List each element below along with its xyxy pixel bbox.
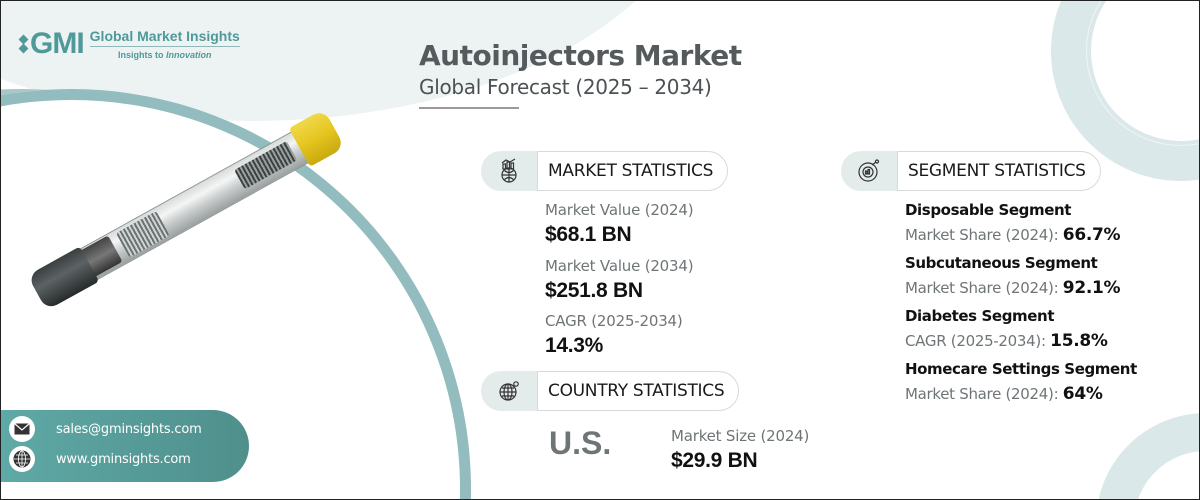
chart-globe-icon bbox=[481, 151, 537, 191]
contact-panel: sales@gminsights.com www.gminsights.com bbox=[1, 410, 249, 482]
title-divider bbox=[419, 107, 519, 109]
page-title: Autoinjectors Market bbox=[419, 39, 742, 72]
country-market-size-label: Market Size (2024) bbox=[671, 427, 810, 445]
brand-name: Global Market Insights bbox=[89, 28, 240, 47]
market-value-2034: $251.8 BN bbox=[545, 279, 643, 302]
segment-title-diabetes: Diabetes Segment bbox=[905, 307, 1055, 325]
segment-statistics-label: SEGMENT STATISTICS bbox=[897, 151, 1101, 191]
gmi-logo[interactable]: GMI Global Market Insights Insights to I… bbox=[18, 27, 240, 61]
pie-chart-icon bbox=[841, 151, 897, 191]
segment-statistics-header: SEGMENT STATISTICS bbox=[841, 151, 1101, 191]
logo-text: Global Market Insights Insights to Innov… bbox=[89, 28, 240, 60]
segment-stat-homecare: Market Share (2024): 64% bbox=[905, 384, 1103, 404]
cagr-value: 14.3% bbox=[545, 334, 604, 357]
envelope-icon bbox=[9, 416, 35, 442]
logo-mark-text: GMI bbox=[30, 27, 85, 60]
contact-email-row[interactable]: sales@gminsights.com bbox=[9, 416, 202, 442]
country-statistics-header: COUNTRY STATISTICS bbox=[481, 371, 740, 411]
country-statistics-label: COUNTRY STATISTICS bbox=[537, 371, 740, 411]
segment-title-homecare: Homecare Settings Segment bbox=[905, 360, 1137, 378]
decorative-ring-bottom-right bbox=[1096, 413, 1199, 499]
globe-pin-icon bbox=[481, 371, 537, 411]
market-value-2024: $68.1 BN bbox=[545, 223, 632, 246]
market-value-2034-label: Market Value (2034) bbox=[545, 257, 694, 275]
segment-title-subcutaneous: Subcutaneous Segment bbox=[905, 254, 1098, 272]
country-market-size: $29.9 BN bbox=[671, 449, 758, 472]
country-name: U.S. bbox=[549, 425, 612, 461]
logo-mark: GMI bbox=[18, 27, 85, 61]
contact-website[interactable]: www.gminsights.com bbox=[56, 451, 191, 467]
globe-www-icon bbox=[9, 446, 35, 472]
contact-email[interactable]: sales@gminsights.com bbox=[56, 421, 202, 437]
segment-title-disposable: Disposable Segment bbox=[905, 201, 1072, 219]
segment-stat-diabetes: CAGR (2025-2034): 15.8% bbox=[905, 331, 1108, 351]
brand-tagline: Insights to Innovation bbox=[117, 50, 212, 60]
market-statistics-label: MARKET STATISTICS bbox=[537, 151, 729, 191]
cagr-label: CAGR (2025-2034) bbox=[545, 312, 683, 330]
market-statistics-header: MARKET STATISTICS bbox=[481, 151, 729, 191]
segment-stat-disposable: Market Share (2024): 66.7% bbox=[905, 225, 1121, 245]
contact-website-row[interactable]: www.gminsights.com bbox=[9, 446, 191, 472]
segment-stat-subcutaneous: Market Share (2024): 92.1% bbox=[905, 278, 1121, 298]
market-value-2024-label: Market Value (2024) bbox=[545, 201, 694, 219]
page-subtitle: Global Forecast (2025 – 2034) bbox=[419, 75, 712, 99]
logo-diamonds-icon bbox=[18, 34, 29, 54]
